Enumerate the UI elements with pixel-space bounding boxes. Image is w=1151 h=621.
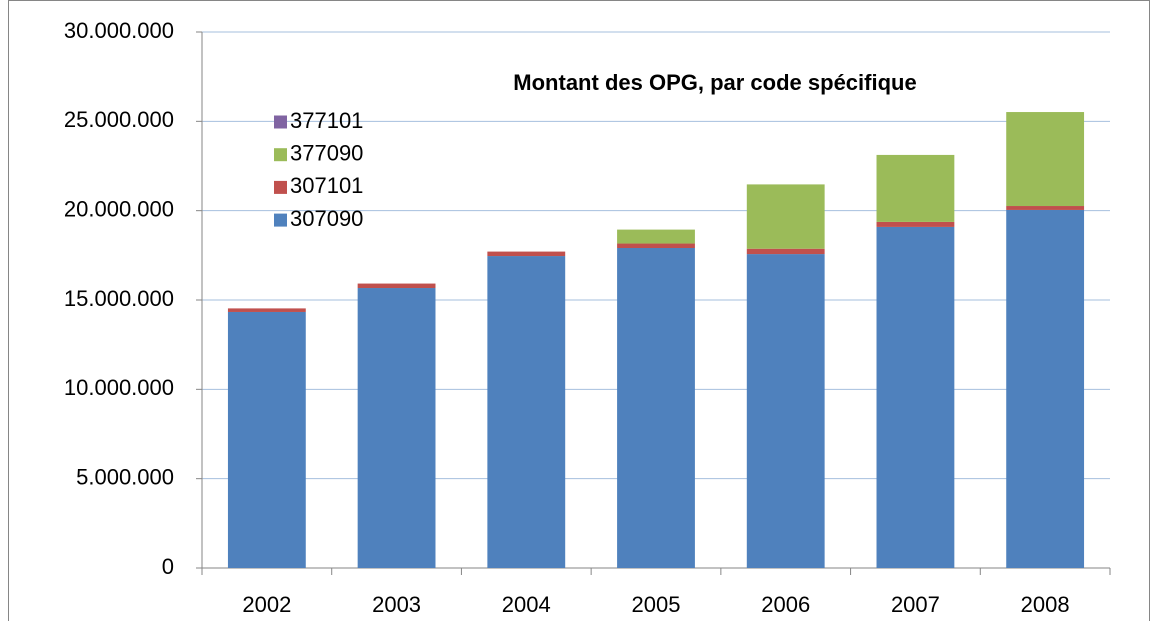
y-tick-label: 15.000.000 <box>64 286 174 311</box>
bar-segment <box>746 248 825 255</box>
x-tick-label: 2003 <box>372 592 421 617</box>
bar-segment <box>1006 206 1085 210</box>
x-tick-label: 2002 <box>242 592 291 617</box>
x-tick-label: 2004 <box>502 592 551 617</box>
x-tick-label: 2008 <box>1021 592 1070 617</box>
y-tick-label: 25.000.000 <box>64 107 174 132</box>
bar-segment <box>617 229 695 244</box>
legend-swatch <box>274 213 287 227</box>
bar-segment <box>1006 112 1085 207</box>
y-tick-label: 20.000.000 <box>64 196 174 221</box>
bar-segment <box>876 221 955 227</box>
x-tick-label: 2005 <box>632 592 681 617</box>
y-tick-label: 5.000.000 <box>76 464 174 489</box>
bar-segment <box>617 243 695 249</box>
legend-label: 307090 <box>290 206 363 231</box>
bar-segment <box>876 226 955 568</box>
bar-segment <box>227 311 306 568</box>
legend-swatch <box>274 180 287 194</box>
y-tick-label: 0 <box>162 554 174 579</box>
legend-label: 377090 <box>290 141 363 166</box>
y-tick-label: 30.000.000 <box>64 18 174 43</box>
chart-title: Montant des OPG, par code spécifique <box>513 70 916 95</box>
bar-segment <box>487 251 566 257</box>
bar-segment <box>1006 209 1085 568</box>
bar-segment <box>746 254 825 568</box>
y-tick-label: 10.000.000 <box>64 375 174 400</box>
bar-segment <box>227 308 306 312</box>
bar-segment <box>617 248 695 568</box>
x-tick-label: 2007 <box>891 592 940 617</box>
x-tick-label: 2006 <box>761 592 810 617</box>
legend-swatch <box>274 115 287 129</box>
chart-frame <box>8 0 1150 621</box>
legend-swatch <box>274 148 287 162</box>
bar-segment <box>746 184 825 249</box>
bar-segment <box>357 283 436 289</box>
bar-segment <box>876 154 955 222</box>
bar-segment <box>487 256 566 568</box>
bar-segment <box>357 288 436 568</box>
legend-label: 307101 <box>290 173 363 198</box>
legend-label: 377101 <box>290 108 363 133</box>
